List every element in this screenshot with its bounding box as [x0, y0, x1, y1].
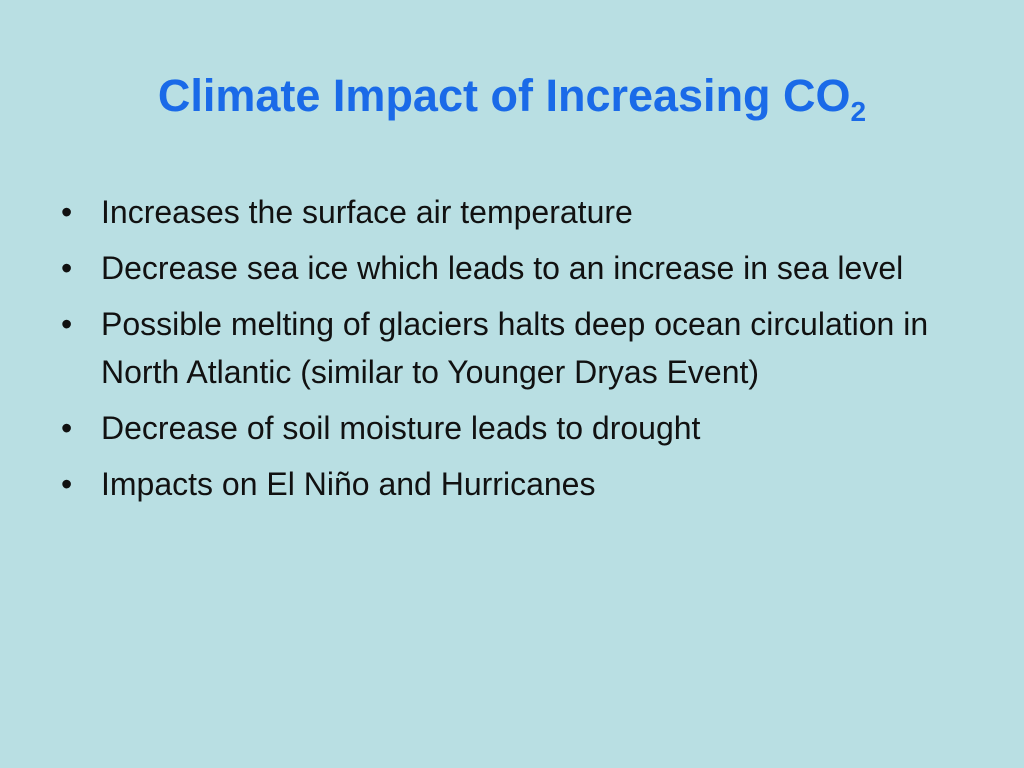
title-subscript: 2 — [850, 96, 867, 127]
bullet-item: Possible melting of glaciers halts deep … — [61, 300, 951, 396]
slide-title: Climate Impact of Increasing CO2 — [0, 66, 1024, 126]
bullet-item: Impacts on El Niño and Hurricanes — [61, 460, 951, 508]
bullet-item: Decrease of soil moisture leads to droug… — [61, 404, 951, 452]
bullet-item: Increases the surface air temperature — [61, 188, 951, 236]
bullet-item: Decrease sea ice which leads to an incre… — [61, 244, 951, 292]
title-text: Climate Impact of Increasing CO — [157, 70, 851, 121]
bullet-list: Increases the surface air temperature Dec… — [61, 188, 951, 516]
